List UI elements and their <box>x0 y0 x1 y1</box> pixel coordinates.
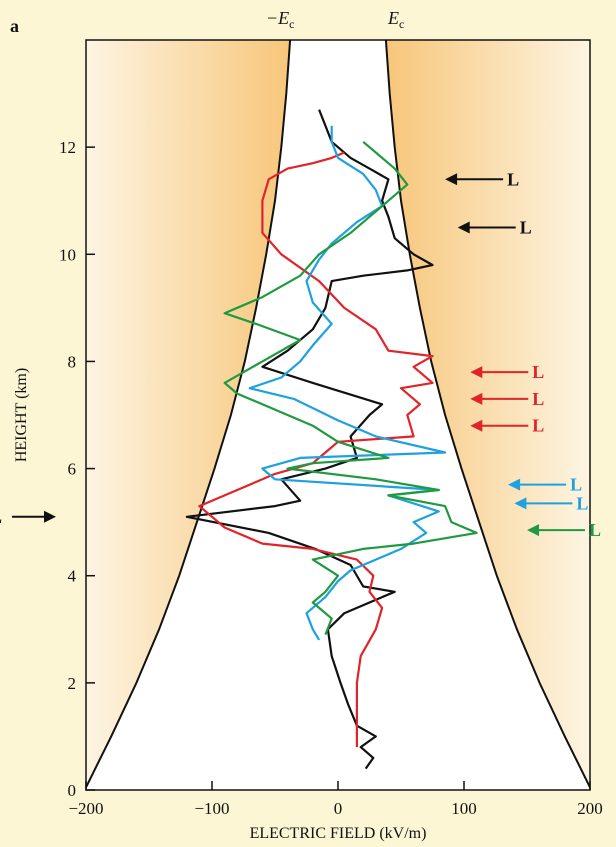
lightning-label: L <box>520 218 532 238</box>
lightning-arrow-2: L <box>457 218 532 238</box>
lightning-label: L <box>532 416 544 436</box>
lightning-arrow-4: L <box>470 389 544 409</box>
y-tick-label: 0 <box>68 781 77 800</box>
lightning-label: L <box>0 507 2 527</box>
y-tick-label: 8 <box>68 352 77 371</box>
lightning-arrow-6: L <box>508 475 582 495</box>
lightning-arrow-5: L <box>470 416 544 436</box>
x-tick-label: −100 <box>194 799 229 818</box>
x-tick-label: 0 <box>334 799 343 818</box>
lightning-label: L <box>576 493 588 513</box>
series-group <box>185 109 478 770</box>
lightning-arrow-8: L <box>527 520 601 540</box>
y-tick-label: 2 <box>68 674 77 693</box>
series-line-3 <box>248 125 447 641</box>
series-line-2 <box>198 151 434 748</box>
lightning-label: L <box>589 520 601 540</box>
y-axis-title: HEIGHT (km) <box>13 368 30 462</box>
y-axis: 0 2 4 6 8 10 12 <box>59 138 95 800</box>
x-axis-title: ELECTRIC FIELD (kV/m) <box>250 825 427 842</box>
lightning-label: L <box>532 389 544 409</box>
lightning-arrow-1: L <box>445 169 519 189</box>
y-tick-label: 4 <box>68 567 77 586</box>
left-exceed-region <box>86 40 291 790</box>
annotations: LLLLLLLLL <box>0 169 601 540</box>
y-tick-label: 10 <box>59 245 76 264</box>
lightning-arrow-7: L <box>514 493 588 513</box>
lightning-arrow-9: L <box>0 507 56 527</box>
x-tick-label: 100 <box>451 799 477 818</box>
series-line-4 <box>223 140 478 636</box>
positive-threshold-curve <box>384 40 590 790</box>
y-tick-label: 12 <box>59 138 76 157</box>
x-tick-label: −200 <box>68 799 103 818</box>
lightning-label: L <box>532 362 544 382</box>
neg-threshold-label: −Ec <box>266 8 294 31</box>
lightning-arrow-3: L <box>470 362 544 382</box>
y-tick-label: 6 <box>68 460 77 479</box>
negative-threshold-curve <box>86 40 292 790</box>
panel-label: a <box>10 16 19 36</box>
x-axis: −200 −100 0 100 200 <box>68 781 603 818</box>
right-exceed-region <box>385 40 590 790</box>
x-tick-label: 200 <box>577 799 603 818</box>
lightning-label: L <box>570 475 582 495</box>
lightning-label: L <box>507 169 519 189</box>
pos-threshold-label: Ec <box>387 8 404 31</box>
